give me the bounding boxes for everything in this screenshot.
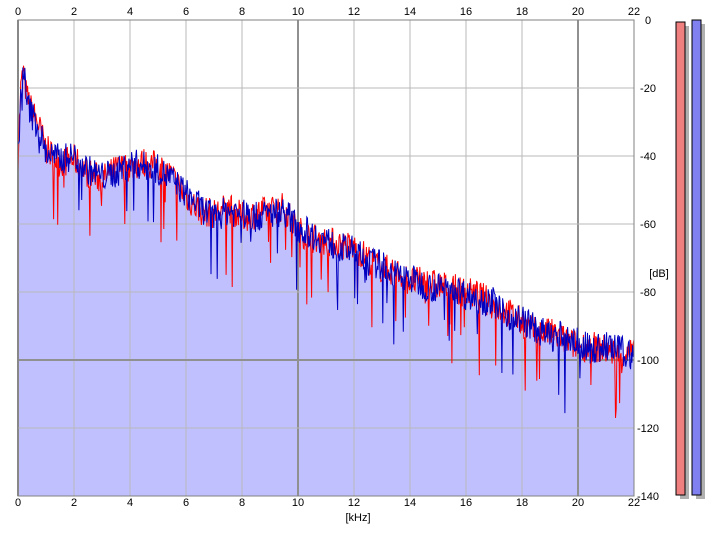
x-tick-label-bottom: 18 — [516, 497, 528, 509]
x-tick-label-bottom: 20 — [572, 497, 584, 509]
x-tick-label-top: 18 — [516, 6, 528, 18]
x-tick-label-top: 10 — [292, 6, 304, 18]
x-tick-label-top: 16 — [460, 6, 472, 18]
y-tick-label: -120 — [637, 423, 659, 435]
right-channel-series — [17, 67, 635, 414]
x-tick-label-top: 20 — [572, 6, 584, 18]
y-axis-right-ticks: 0 -20 -40 -60 -80 -100 -120 -140 — [637, 15, 659, 503]
x-tick-label-bottom: 0 — [15, 497, 21, 509]
x-tick-label-bottom: 16 — [460, 497, 472, 509]
x-tick-label-top: 4 — [127, 6, 133, 18]
x-tick-label-bottom: 2 — [71, 497, 77, 509]
x-tick-label-top: 22 — [628, 6, 640, 18]
y-tick-label: -140 — [637, 491, 659, 503]
x-tick-label-top: 0 — [15, 6, 21, 18]
right-channel-meter — [691, 19, 702, 496]
y-tick-label: 0 — [645, 15, 651, 27]
plot-frame — [17, 19, 635, 497]
x-tick-label-bottom: 10 — [292, 497, 304, 509]
spectrum-series — [17, 65, 635, 418]
x-tick-label-bottom: 14 — [404, 497, 416, 509]
x-axis-top-ticks: 0 2 4 6 8 10 12 14 16 18 20 22 — [15, 6, 640, 18]
y-tick-label: -80 — [640, 287, 656, 299]
x-tick-label-top: 8 — [239, 6, 245, 18]
left-channel-meter — [675, 21, 686, 496]
x-tick-label-top: 12 — [348, 6, 360, 18]
x-tick-label-bottom: 22 — [628, 497, 640, 509]
x-tick-label-bottom: 8 — [239, 497, 245, 509]
x-axis-bottom-ticks: 0 2 4 6 8 10 12 14 16 18 20 22 — [15, 497, 640, 509]
y-tick-label: -60 — [640, 219, 656, 231]
y-axis-label: [dB] — [649, 268, 669, 280]
y-tick-label: -100 — [637, 355, 659, 367]
x-tick-label-bottom: 4 — [127, 497, 133, 509]
y-tick-label: -20 — [640, 83, 656, 95]
x-tick-label-bottom: 6 — [183, 497, 189, 509]
x-tick-label-bottom: 12 — [348, 497, 360, 509]
x-tick-label-top: 14 — [404, 6, 416, 18]
x-tick-label-top: 6 — [183, 6, 189, 18]
y-tick-label: -40 — [640, 151, 656, 163]
x-tick-label-top: 2 — [71, 6, 77, 18]
x-axis-label: [kHz] — [345, 512, 370, 524]
level-meters — [675, 19, 705, 499]
